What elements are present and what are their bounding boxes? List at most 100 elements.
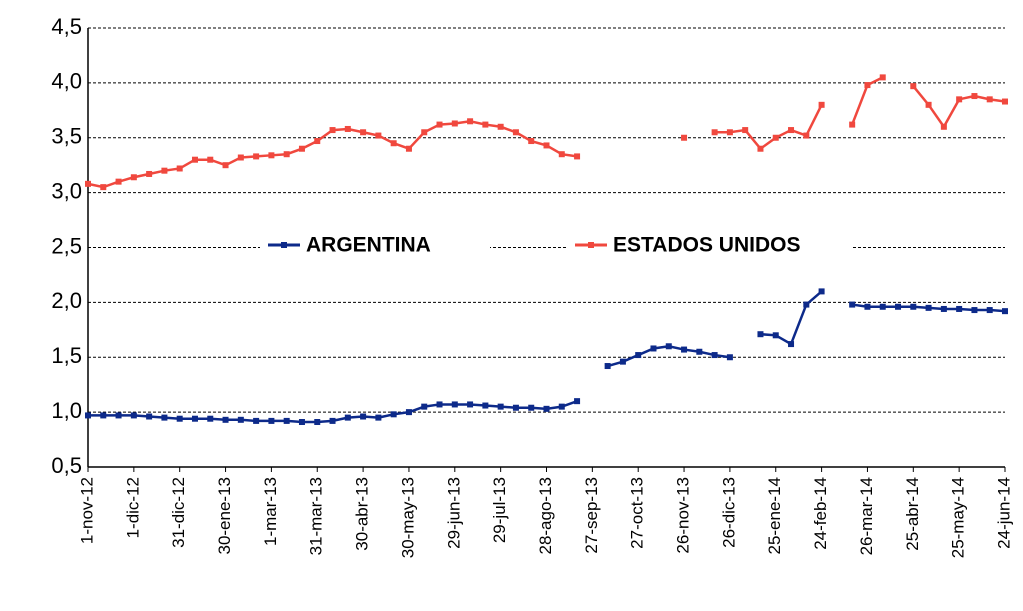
point-marker [467,401,474,408]
point-marker [329,417,336,424]
point-marker [711,129,718,136]
point-marker [558,151,565,158]
point-marker [436,121,443,128]
y-tick-label: 0,5 [51,453,82,478]
point-marker [115,412,122,419]
point-marker [940,305,947,312]
point-marker [726,129,733,136]
x-tick-label: 25-abr-14 [903,477,922,551]
point-marker [85,180,91,187]
point-marker [1002,98,1008,105]
x-tick-label: 1-dic-12 [123,477,142,538]
point-marker [375,414,382,421]
point-marker [757,145,764,152]
point-marker [191,156,198,163]
point-marker [650,345,657,352]
x-tick-label: 25-ene-14 [765,477,784,555]
y-tick-label: 2,5 [51,233,82,258]
point-marker [528,138,535,145]
x-tick-label: 24-feb-14 [811,477,830,550]
point-marker [864,303,871,310]
y-tick-label: 4,0 [51,69,82,94]
x-tick-label: 30-ene-13 [215,477,234,555]
legend-item: ESTADOS UNIDOS [567,229,852,261]
point-marker [176,165,183,172]
point-marker [528,404,535,411]
point-marker [925,304,932,311]
point-marker [574,398,581,405]
point-marker [344,125,351,132]
point-marker [665,343,672,350]
point-marker [451,120,458,127]
point-marker [283,151,290,158]
x-tick-label: 25-may-14 [949,477,968,558]
point-marker [268,152,275,159]
point-marker [772,134,779,141]
x-tick-label: 29-jun-13 [444,477,463,549]
legend-marker [281,242,287,248]
y-tick-label: 2,0 [51,288,82,313]
x-tick-label: 27-oct-13 [628,477,647,549]
point-marker [711,352,718,359]
point-marker [482,402,489,409]
legend-item: ARGENTINA [260,229,490,261]
point-marker [925,101,932,108]
point-marker [910,303,917,310]
point-marker [803,301,810,308]
point-marker [818,288,825,295]
legend-label: ARGENTINA [306,234,431,257]
point-marker [772,332,779,339]
point-marker [956,96,963,103]
point-marker [329,127,336,134]
x-tick-label: 31-dic-12 [169,477,188,548]
point-marker [788,341,795,348]
point-marker [283,417,290,424]
point-marker [986,307,993,314]
point-marker [681,346,688,353]
x-tick-label: 27-sep-13 [582,477,601,554]
point-marker [971,93,978,100]
point-marker [130,174,137,181]
point-marker [146,413,153,420]
x-tick-label: 30-may-13 [398,477,417,558]
point-marker [467,118,474,125]
point-marker [161,167,168,174]
point-marker [207,415,214,422]
point-marker [543,142,550,149]
point-marker [986,96,993,103]
x-tick-label: 29-jul-13 [490,477,509,543]
y-tick-label: 4,5 [51,14,82,39]
legend-label: ESTADOS UNIDOS [613,234,800,257]
x-tick-label: 30-abr-13 [353,477,372,551]
point-marker [558,403,565,410]
x-tick-label: 26-nov-13 [674,477,693,554]
point-marker [635,352,642,359]
x-tick-label: 1-nov-12 [77,477,96,544]
point-marker [681,134,688,141]
series-line [714,104,823,151]
point-marker [818,101,825,108]
x-tick-label: 28-ago-13 [536,477,555,555]
point-marker [757,331,764,338]
x-tick-label: 1-mar-13 [261,477,280,546]
legend-marker [588,242,594,248]
point-marker [100,184,107,191]
point-marker [405,409,412,416]
point-marker [849,301,856,308]
point-marker [879,74,886,81]
point-marker [497,403,504,410]
point-marker [268,417,275,424]
point-marker [971,307,978,314]
point-marker [191,415,198,422]
point-marker [421,403,428,410]
point-marker [375,132,382,139]
x-tick-label: 31-mar-13 [307,477,326,555]
point-marker [344,414,351,421]
point-marker [222,162,229,169]
point-marker [803,132,810,139]
x-tick-label: 26-dic-13 [719,477,738,548]
point-marker [253,153,260,160]
point-marker [237,154,244,161]
point-marker [161,414,168,421]
